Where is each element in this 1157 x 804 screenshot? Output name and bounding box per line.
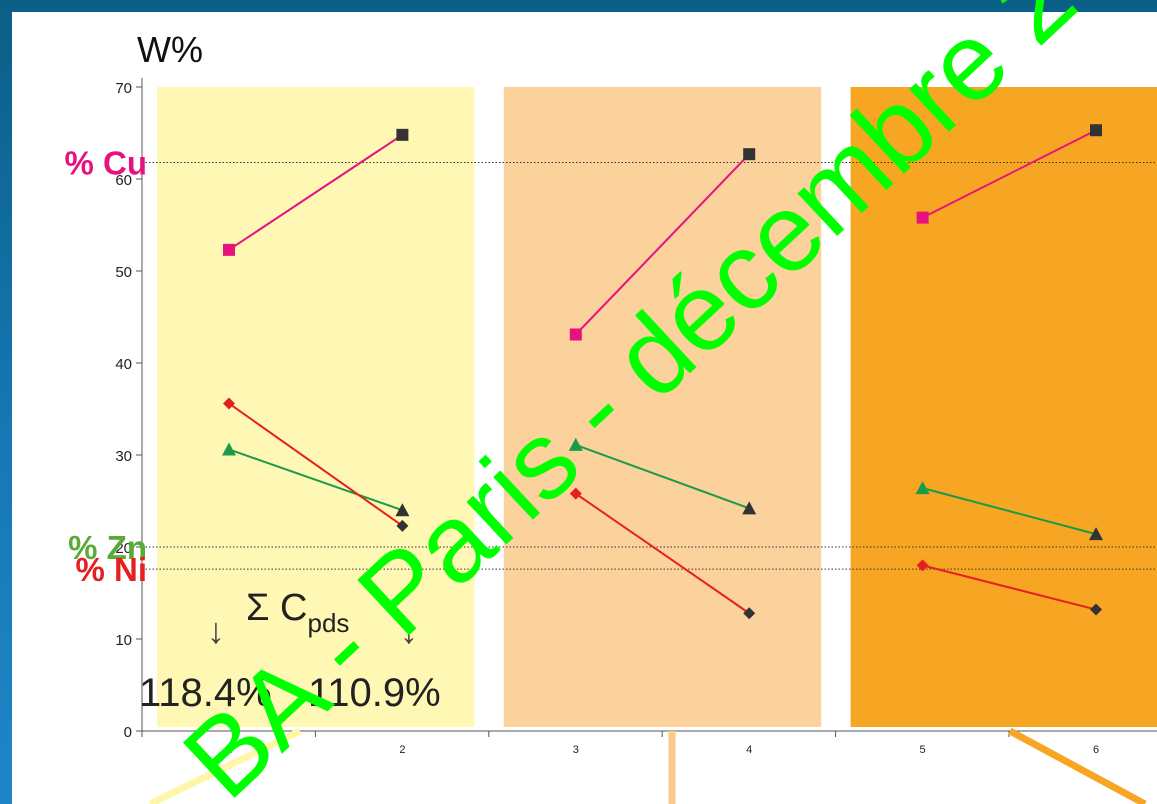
x-tick-label-1: 1 xyxy=(226,744,232,756)
series-Cu-point-6 xyxy=(1090,124,1102,137)
series-Cu-point-4 xyxy=(743,148,756,161)
series-Ni-line-1 xyxy=(228,402,403,527)
series-Cu-point-1 xyxy=(223,243,235,256)
sum-value-2: 110.9% xyxy=(308,671,441,715)
series-Cu-line-3 xyxy=(922,129,1097,219)
reference-label-3: % Ni xyxy=(75,551,147,588)
series-Zn-line-3 xyxy=(922,487,1097,536)
x-tick-label-4: 4 xyxy=(746,744,752,756)
series-Ni-point-2 xyxy=(396,519,409,532)
y-tick-label-0: 0 xyxy=(124,724,132,741)
series-Cu-point-2 xyxy=(396,128,409,141)
y-tick-label-70: 70 xyxy=(115,80,132,97)
sigma-subscript: pds xyxy=(308,608,350,638)
series-Zn-point-5 xyxy=(915,481,930,495)
series-Zn-point-4 xyxy=(742,501,757,515)
series-lines xyxy=(222,124,1103,620)
series-Cu-line-2 xyxy=(575,153,750,336)
reference-label-1: % Cu xyxy=(65,144,148,181)
series-Ni-point-1 xyxy=(223,397,235,410)
y-tick-label-60: 60 xyxy=(115,172,132,189)
arrow-left: ↓ xyxy=(207,610,225,651)
series-Zn-line-2 xyxy=(575,443,750,510)
series-Zn-point-2 xyxy=(395,503,410,517)
reference-lines: % Cu % Zn% Ni xyxy=(65,144,1157,588)
series-Cu-line-1 xyxy=(228,134,403,251)
arrow-right: ↓ xyxy=(400,610,418,651)
ray-3 xyxy=(1008,727,1147,804)
sum-value-1: 118.4% xyxy=(139,671,272,715)
reference-label-2: % Zn xyxy=(68,529,147,566)
x-tick-label-3: 3 xyxy=(573,744,579,756)
sigma-annotation: ↓ Σ Cpds ↓ 118.4% 110.9% xyxy=(139,587,441,715)
group-band-1 xyxy=(157,87,475,727)
sigma-text: Σ C xyxy=(246,587,308,629)
y-tick-label-40: 40 xyxy=(115,356,132,373)
group-band-3 xyxy=(850,87,1157,727)
y-axis-label: W% xyxy=(137,29,203,70)
series-Ni-point-6 xyxy=(1090,603,1102,616)
series-Cu-point-5 xyxy=(916,211,929,224)
group-band-2 xyxy=(503,87,822,727)
series-Ni-point-3 xyxy=(569,487,582,500)
decorative-rays xyxy=(148,727,1147,804)
series-Ni-line-3 xyxy=(922,564,1097,611)
sigma-label: Σ Cpds xyxy=(246,587,349,638)
ray-1 xyxy=(148,727,302,804)
series-Zn-point-6 xyxy=(1089,527,1103,541)
y-tick-label-20: 20 xyxy=(115,540,132,557)
y-tick-label-50: 50 xyxy=(115,264,132,281)
series-Zn-point-3 xyxy=(568,437,583,451)
y-tick-label-10: 10 xyxy=(115,632,132,649)
series-Zn-point-1 xyxy=(222,442,236,456)
series-Ni-point-4 xyxy=(743,607,756,620)
group-bands xyxy=(157,87,1157,727)
series-Ni-line-2 xyxy=(575,492,750,615)
x-tick-label-6: 6 xyxy=(1093,744,1099,756)
series-Zn-line-1 xyxy=(228,448,403,512)
x-tick-label-5: 5 xyxy=(920,744,926,756)
axes: 0 10 20 30 40 50 60 70 1 2 3 4 5 6 xyxy=(115,78,1157,756)
series-Ni-point-5 xyxy=(916,559,929,572)
x-tick-label-2: 2 xyxy=(399,744,405,756)
y-tick-label-30: 30 xyxy=(115,448,132,465)
series-Cu-point-3 xyxy=(569,328,582,341)
